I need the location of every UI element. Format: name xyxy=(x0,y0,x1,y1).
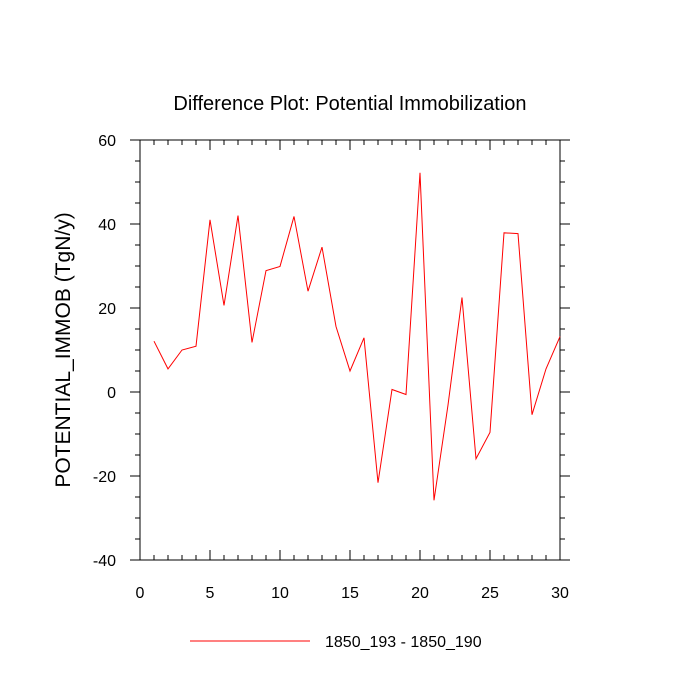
legend-label: 1850_193 - 1850_190 xyxy=(325,634,482,651)
y-tick-label: 20 xyxy=(98,301,116,318)
x-tick-label: 10 xyxy=(271,585,289,602)
y-tick-label: -20 xyxy=(93,469,116,486)
y-tick-label: -40 xyxy=(93,553,116,570)
axis-ticks: 0 5 10 15 20 25 30 -40 -20 0 20 40 60 xyxy=(93,133,570,602)
y-tick-label: 0 xyxy=(107,385,116,402)
x-tick-label: 25 xyxy=(481,585,499,602)
x-tick-label: 15 xyxy=(341,585,359,602)
series-line xyxy=(153,172,561,501)
x-tick-label: 30 xyxy=(551,585,569,602)
series-layer xyxy=(153,172,561,501)
x-tick-label: 20 xyxy=(411,585,429,602)
plot-frame xyxy=(139,139,561,561)
y-axis-label: POTENTIAL_IMMOB (TgN/y) xyxy=(52,212,75,487)
legend: 1850_193 - 1850_190 xyxy=(190,634,482,651)
y-tick-label: 40 xyxy=(98,217,116,234)
x-tick-label: 5 xyxy=(206,585,215,602)
x-tick-label: 0 xyxy=(136,585,145,602)
chart-title: Difference Plot: Potential Immobilizatio… xyxy=(173,93,526,115)
y-tick-label: 60 xyxy=(98,133,116,150)
